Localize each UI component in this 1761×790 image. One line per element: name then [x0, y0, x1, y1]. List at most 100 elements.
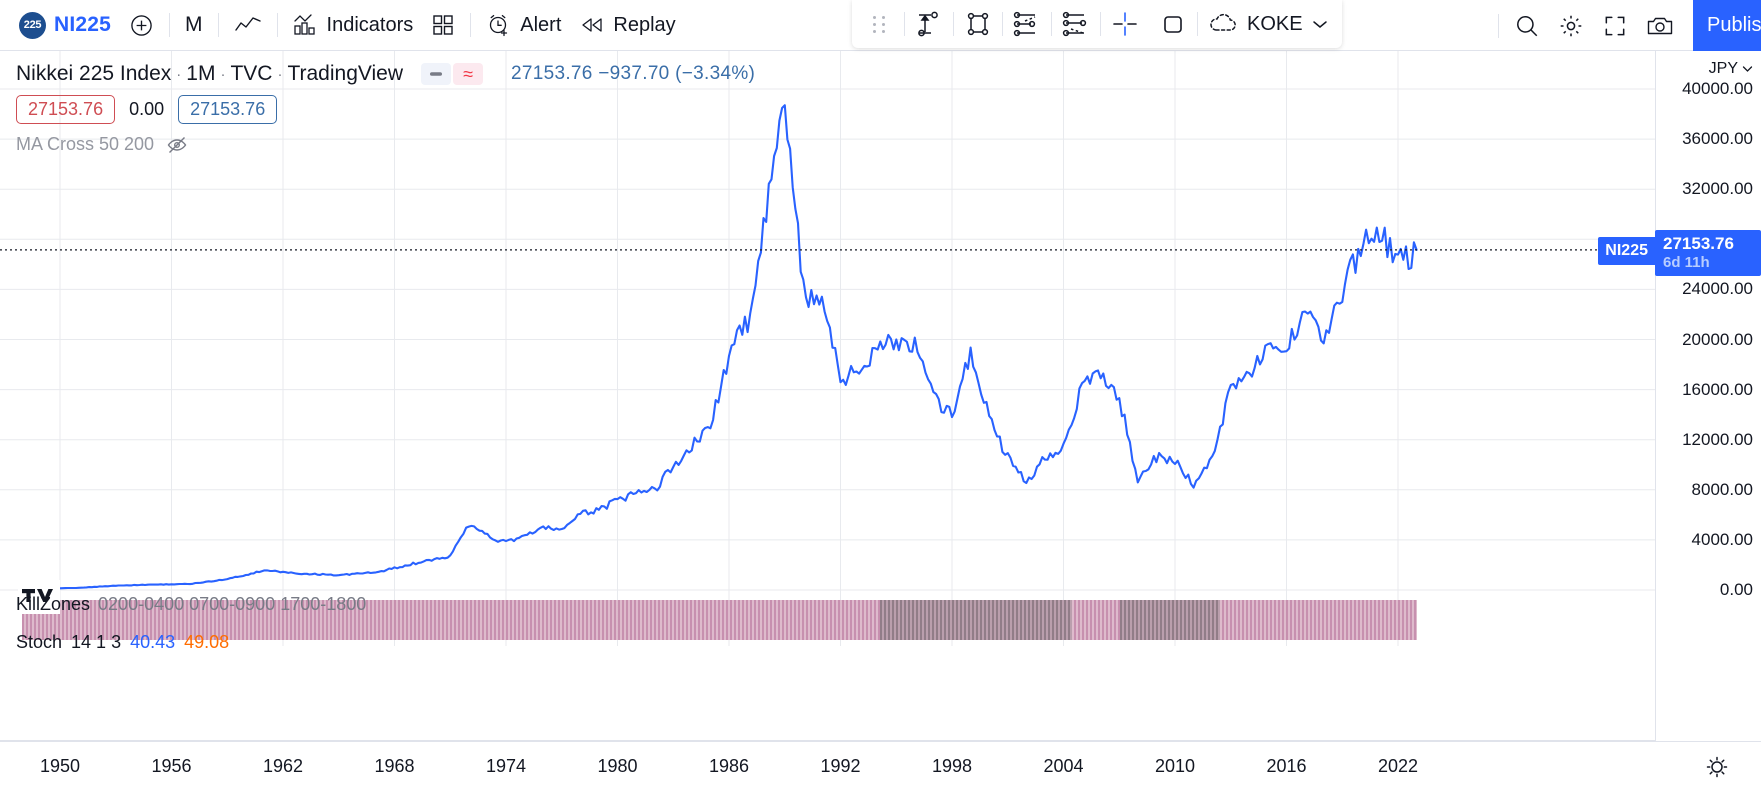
title-separator: · [176, 65, 182, 83]
legend-ohlc-row: 27153.76 0.00 27153.76 [16, 95, 755, 124]
chart-type-button[interactable] [225, 6, 271, 44]
indicators-button[interactable]: Indicators [284, 6, 423, 44]
crosshair-icon[interactable] [1101, 2, 1149, 46]
alarm-clock-plus-icon [486, 13, 512, 38]
settings-button[interactable] [1549, 7, 1593, 45]
symbol-selector[interactable]: 225 NI225 [10, 6, 120, 44]
eye-slash-icon[interactable] [166, 135, 188, 155]
layout-name-label: KOKE [1247, 12, 1303, 35]
toolbar-divider [1100, 12, 1101, 36]
time-axis-label: 1980 [597, 756, 638, 776]
symbol-label: NI225 [54, 13, 112, 36]
time-axis-label: 2010 [1154, 756, 1196, 776]
camera-icon [1646, 14, 1674, 38]
chart-legend: Nikkei 225 Index · 1M · TVC · TradingVie… [16, 62, 755, 155]
search-icon [1514, 13, 1540, 39]
price-axis-label: 8000.00 [1691, 479, 1753, 499]
killzones-pane[interactable] [0, 594, 1655, 642]
currency-selector[interactable]: JPY [1709, 60, 1753, 78]
time-axis[interactable]: 1950 1956 1962 1968 1974 1980 1986 1992 1998 2004… [0, 741, 1761, 790]
indicators-label: Indicators [326, 13, 414, 36]
legend-timeframe: 1M [186, 62, 216, 85]
price-axis-label: 36000.00 [1682, 129, 1753, 149]
rewind-icon [579, 15, 605, 35]
search-button[interactable] [1505, 7, 1549, 45]
gear-sun-icon[interactable] [1705, 755, 1729, 779]
timeframe-label: M [185, 13, 203, 36]
toolbar-divider [217, 13, 219, 37]
killzones-name: KillZones [16, 594, 91, 614]
toolbar-divider [1051, 12, 1052, 36]
pitchfork-icon[interactable] [1003, 2, 1051, 46]
indicator-name-label: MA Cross 50 200 [16, 134, 155, 154]
snapshot-button[interactable] [1637, 7, 1683, 45]
price-axis[interactable]: JPY 40000.0036000.0032000.0028000.002400… [1655, 51, 1761, 741]
current-price-value: 27153.76 [1663, 233, 1734, 253]
price-axis-label: 0.00 [1719, 580, 1753, 599]
replay-label: Replay [613, 13, 676, 36]
indicators-icon [293, 13, 319, 37]
price-axis-label: 40000.00 [1682, 79, 1753, 98]
time-axis-label: 1992 [820, 756, 861, 776]
alert-button[interactable]: Alert [477, 6, 570, 44]
price-axis-label: 16000.00 [1682, 379, 1753, 399]
grid-layout-icon [431, 13, 455, 37]
stoch-params: 14 1 3 [71, 632, 122, 652]
stoch-legend: Stoch 14 1 3 40.43 49.08 [16, 632, 229, 653]
title-separator: · [277, 65, 283, 83]
time-axis-label: 1986 [708, 756, 750, 776]
symbol-badge-icon: 225 [19, 11, 46, 39]
hide-icon[interactable] [421, 63, 452, 85]
approx-wave-icon[interactable]: ≈ [453, 63, 484, 85]
pane-divider [0, 740, 1655, 741]
fib-channel-icon[interactable] [1052, 2, 1100, 46]
layout-button[interactable] [422, 6, 464, 44]
time-axis-label: 1956 [151, 756, 192, 776]
price-quote: 27153.76 −937.70 (−3.34%) [511, 63, 756, 84]
time-axis-label: 2004 [1043, 756, 1084, 776]
title-separator: · [220, 65, 226, 83]
legend-indicator-row: MA Cross 50 200 [16, 134, 755, 155]
toolbar-divider [470, 13, 472, 37]
timeframe-selector[interactable]: M [176, 6, 212, 44]
publish-button[interactable]: Publish [1693, 0, 1761, 51]
rounded-square-icon[interactable] [1149, 2, 1197, 46]
toolbar-divider [904, 12, 905, 36]
price-axis-label: 12000.00 [1682, 429, 1753, 449]
fullscreen-icon [1602, 13, 1628, 39]
time-axis-label: 1968 [374, 756, 415, 776]
time-axis-label: 1974 [485, 756, 527, 776]
bar-countdown: 6d 11h [1663, 253, 1710, 271]
time-axis-label: 1950 [39, 756, 81, 776]
replay-button[interactable]: Replay [570, 6, 684, 44]
gear-icon [1558, 13, 1584, 39]
toolbar-divider [276, 13, 278, 37]
tradingview-logo-icon [18, 580, 60, 614]
current-price-tag: 27153.76 6d 11h [1655, 229, 1761, 276]
stoch-name: Stoch [16, 632, 63, 652]
chart-canvas[interactable] [0, 51, 1655, 691]
legend-exchange: TVC [230, 62, 273, 85]
alert-label: Alert [520, 13, 562, 36]
chart-title: Nikkei 225 Index [16, 62, 172, 85]
price-axis-label: 4000.00 [1691, 529, 1753, 549]
add-symbol-button[interactable] [120, 6, 163, 44]
symbol-price-tag: NI225 [1598, 236, 1655, 265]
layout-name-selector[interactable]: KOKE [1198, 5, 1338, 43]
long-position-icon[interactable] [905, 2, 953, 46]
killzones-band [1120, 600, 1220, 640]
time-axis-label: 2022 [1377, 756, 1419, 776]
rectangle-frame-icon[interactable] [954, 2, 1002, 46]
killzones-band [880, 600, 1072, 640]
drawing-tools-toolbar: KOKE [852, 0, 1342, 48]
stoch-value-k: 40.43 [130, 632, 176, 652]
bid-price-box[interactable]: 27153.76 [16, 95, 116, 124]
toolbar-divider [1498, 13, 1499, 38]
price-axis-label: 32000.00 [1682, 179, 1753, 199]
drag-grip-icon[interactable] [856, 2, 904, 46]
toolbar-divider [1002, 12, 1003, 36]
toolbar-divider [1197, 12, 1198, 36]
ask-price-box[interactable]: 27153.76 [178, 95, 278, 124]
fullscreen-button[interactable] [1593, 7, 1637, 45]
